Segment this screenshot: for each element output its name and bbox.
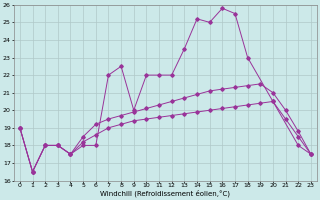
X-axis label: Windchill (Refroidissement éolien,°C): Windchill (Refroidissement éolien,°C) <box>100 190 230 197</box>
